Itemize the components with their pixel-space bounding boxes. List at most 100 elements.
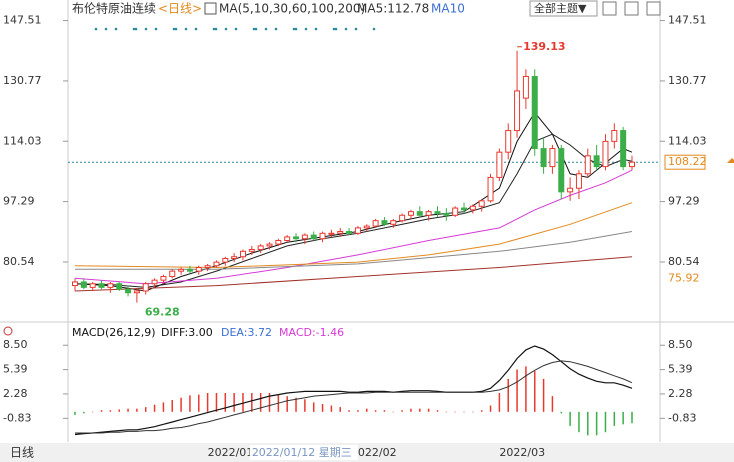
macd-bar bbox=[233, 393, 235, 412]
y-tick-label: -0.83 bbox=[668, 411, 696, 424]
moving-average bbox=[74, 256, 633, 292]
candle-body bbox=[319, 232, 326, 240]
signal-dot bbox=[114, 27, 118, 31]
signal-dot bbox=[334, 27, 338, 31]
macd-bar bbox=[162, 402, 165, 412]
candle-body bbox=[478, 200, 485, 207]
last-price-label: 108.22 bbox=[668, 155, 707, 168]
candle-body bbox=[434, 211, 441, 214]
y-tick-label: 2.28 bbox=[3, 387, 28, 400]
candle-body bbox=[531, 75, 538, 150]
toolbar-icon[interactable] bbox=[602, 1, 617, 16]
macd-bar bbox=[383, 410, 386, 412]
signal-dot bbox=[344, 27, 348, 31]
macd-bar bbox=[472, 411, 474, 413]
candle-body bbox=[407, 211, 414, 216]
macd-bar bbox=[463, 411, 465, 413]
y-tick-label: 130.77 bbox=[668, 74, 707, 87]
last-price-box bbox=[664, 154, 706, 170]
y-tick-label: 2.28 bbox=[668, 387, 693, 400]
candle-body bbox=[452, 207, 459, 216]
macd-bar bbox=[560, 411, 563, 414]
candle-body bbox=[160, 276, 167, 281]
candle-body bbox=[284, 236, 291, 242]
macd-bar bbox=[268, 393, 271, 412]
candle-body bbox=[213, 261, 220, 267]
candle-body bbox=[248, 249, 255, 252]
macd-bar bbox=[631, 411, 633, 424]
candle-body bbox=[239, 250, 246, 258]
candle-body bbox=[346, 230, 353, 234]
macd-bar bbox=[454, 411, 456, 413]
y-tick-label: 5.39 bbox=[668, 363, 693, 376]
y-tick-label: 147.51 bbox=[668, 14, 707, 27]
y-tick-label: 97.29 bbox=[3, 195, 35, 208]
macd-bar bbox=[127, 408, 129, 412]
y-tick-label: 147.51 bbox=[3, 14, 42, 27]
candle-body bbox=[487, 176, 494, 202]
candle-body bbox=[354, 227, 361, 234]
toolbar-icon[interactable] bbox=[624, 1, 639, 16]
signal-dot bbox=[372, 27, 376, 31]
macd-bar bbox=[489, 405, 492, 412]
macd-bar bbox=[180, 397, 182, 412]
signal-dot bbox=[174, 27, 178, 31]
toolbar-icon[interactable] bbox=[646, 1, 661, 16]
theme-button-label[interactable]: 全部主题▼ bbox=[534, 1, 587, 15]
candle-body bbox=[593, 155, 600, 168]
candle-body bbox=[372, 220, 379, 227]
macd-bar bbox=[171, 400, 174, 412]
x-tick-label: 022/02 bbox=[358, 446, 397, 459]
candle-body bbox=[266, 243, 273, 247]
candle-body bbox=[558, 148, 565, 193]
candle-body bbox=[629, 161, 635, 168]
timeframe-tag[interactable]: <日线> bbox=[158, 2, 202, 16]
macd-bar bbox=[74, 411, 76, 415]
low-marker-label: 75.92 bbox=[668, 272, 700, 285]
macd-bar bbox=[427, 408, 430, 412]
macd-dea: DEA:3.72 bbox=[221, 326, 272, 339]
signal-dot bbox=[252, 27, 256, 31]
y-tick-label: 80.54 bbox=[668, 255, 700, 268]
signal-dot bbox=[154, 27, 158, 31]
legend-ma5: MA5:112.78 bbox=[357, 2, 429, 16]
signal-dot bbox=[274, 27, 278, 31]
chart-title: 布伦特原油连续 bbox=[72, 1, 156, 16]
candle-body bbox=[125, 288, 132, 294]
timeframe-button[interactable]: 日线 bbox=[10, 446, 34, 460]
candle-body bbox=[72, 281, 78, 287]
macd-bar bbox=[242, 393, 244, 412]
y-tick-label: 8.50 bbox=[3, 338, 28, 351]
theme-button[interactable] bbox=[529, 0, 598, 17]
settings-icon[interactable] bbox=[3, 326, 13, 336]
macd-bar bbox=[198, 394, 200, 412]
signal-dot bbox=[134, 27, 138, 31]
candle-body bbox=[80, 281, 87, 288]
macd-bar bbox=[419, 408, 421, 412]
y-tick-label: 130.77 bbox=[3, 74, 42, 87]
bottom-bar bbox=[0, 443, 734, 462]
candle-body bbox=[416, 211, 423, 216]
signal-dot bbox=[254, 27, 258, 31]
high-label: 139.13 bbox=[523, 40, 565, 53]
candle-body bbox=[540, 148, 547, 168]
macd-bar bbox=[91, 411, 94, 413]
macd-bar bbox=[604, 411, 607, 433]
macd-bar bbox=[348, 410, 350, 412]
macd-bar bbox=[516, 369, 518, 412]
candle-body bbox=[611, 130, 618, 142]
candle-body bbox=[496, 151, 503, 178]
signal-dot bbox=[194, 27, 198, 31]
macd-bar bbox=[613, 411, 616, 426]
signal-dot bbox=[292, 27, 296, 31]
candle-body bbox=[514, 90, 521, 132]
candle-body bbox=[195, 267, 202, 272]
macd-legend: MACD(26,12,9) bbox=[72, 326, 156, 339]
signal-dot bbox=[144, 27, 148, 31]
macd-bar bbox=[206, 393, 209, 412]
candle-body bbox=[204, 265, 211, 269]
macd-bar bbox=[118, 409, 120, 412]
candle-body bbox=[390, 220, 397, 225]
signal-dot bbox=[224, 27, 228, 31]
